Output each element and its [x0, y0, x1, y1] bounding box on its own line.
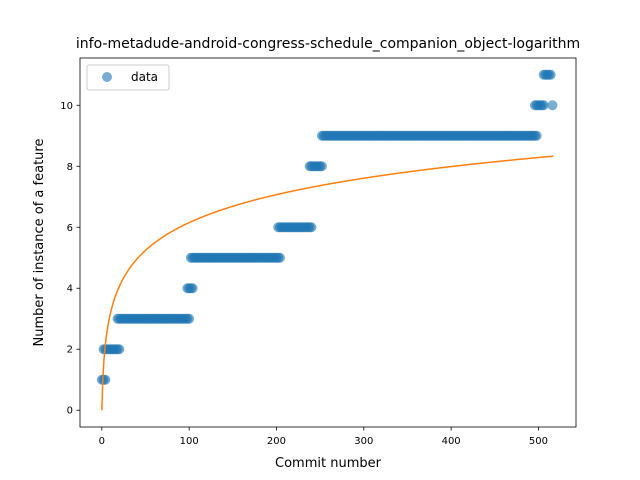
chart-title: info-metadude-android-congress-schedule_…	[76, 36, 580, 52]
y-tick-label: 6	[67, 223, 73, 234]
x-tick-label: 100	[180, 436, 199, 447]
data-point	[316, 161, 327, 172]
x-tick-label: 0	[99, 436, 105, 447]
x-axis-label: Commit number	[275, 456, 382, 471]
x-axis-ticks: 0 100 200 300 400 500	[99, 427, 548, 447]
data-point	[100, 374, 111, 385]
data-point	[545, 69, 556, 80]
legend-label-data: data	[131, 70, 158, 84]
x-tick-label: 400	[442, 436, 461, 447]
data-point	[114, 344, 125, 355]
data-point	[187, 283, 198, 294]
y-tick-label: 0	[67, 406, 73, 417]
data-point	[306, 222, 317, 233]
axes-frame	[79, 57, 577, 428]
y-tick-label: 10	[60, 101, 73, 112]
data-point	[538, 100, 549, 111]
y-axis-ticks: 0 2 4 6 8 10	[60, 101, 80, 417]
data-point	[274, 252, 285, 263]
data-point	[184, 313, 195, 324]
y-tick-label: 8	[67, 162, 73, 173]
x-tick-label: 300	[354, 436, 373, 447]
legend-marker	[102, 72, 112, 82]
y-tick-label: 2	[67, 345, 73, 356]
data-point	[547, 100, 558, 111]
y-axis-label: Number of instance of a feature	[32, 139, 47, 347]
legend-box	[86, 64, 170, 91]
fit-line	[101, 155, 554, 411]
plot-marks	[96, 69, 558, 411]
legend: data	[86, 64, 170, 91]
x-tick-label: 200	[267, 436, 286, 447]
data-point	[531, 130, 542, 141]
y-tick-label: 4	[67, 284, 73, 295]
x-tick-label: 500	[529, 436, 548, 447]
